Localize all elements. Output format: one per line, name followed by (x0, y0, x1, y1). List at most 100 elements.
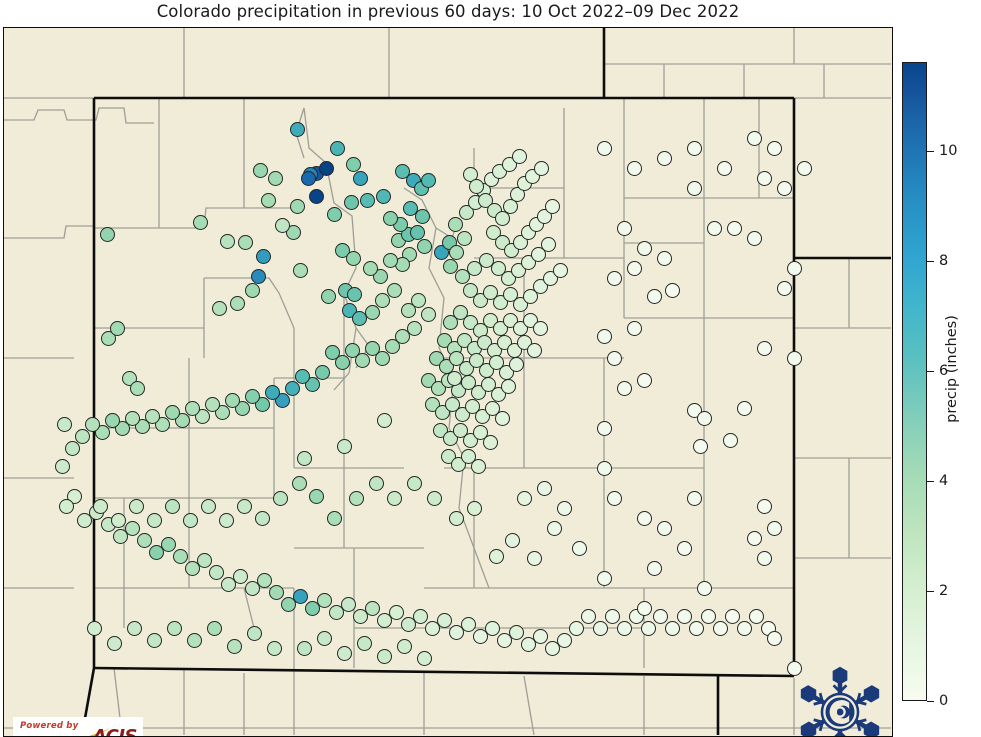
precip-station-marker (352, 170, 368, 186)
precip-station-marker (606, 350, 622, 366)
precip-station-marker (368, 475, 384, 491)
precip-station-marker (124, 520, 140, 536)
precip-station-marker (736, 400, 752, 416)
precip-station-marker (532, 320, 548, 336)
precip-station-marker (480, 376, 496, 392)
precip-station-marker (236, 498, 252, 514)
precip-station-marker (308, 188, 324, 204)
precip-station-marker (716, 160, 732, 176)
precip-station-marker (364, 600, 380, 616)
precip-station-marker (640, 620, 656, 636)
precip-station-marker (712, 620, 728, 636)
precip-station-marker (484, 620, 500, 636)
precip-station-marker (546, 520, 562, 536)
precip-station-marker (442, 314, 458, 330)
precip-station-marker (444, 396, 460, 412)
precip-station-marker (84, 416, 100, 432)
precip-station-marker (192, 214, 208, 230)
precip-station-marker (244, 580, 260, 596)
precip-station-marker (375, 188, 391, 204)
precip-station-marker (460, 616, 476, 632)
precip-station-marker (414, 208, 430, 224)
precip-station-marker (394, 163, 410, 179)
precip-station-marker (346, 286, 362, 302)
precip-station-marker (502, 198, 518, 214)
precip-station-marker (488, 354, 504, 370)
precip-station-marker (226, 638, 242, 654)
precip-station-marker (466, 500, 482, 516)
precip-station-marker (776, 280, 792, 296)
precip-station-marker (676, 608, 692, 624)
precip-station-marker (466, 260, 482, 276)
precip-station-marker (255, 248, 271, 264)
precip-station-marker (616, 620, 632, 636)
precip-station-marker (364, 304, 380, 320)
precip-station-marker (502, 286, 518, 302)
precip-station-marker (494, 210, 510, 226)
precip-station-marker (452, 304, 468, 320)
precip-station-marker (596, 328, 612, 344)
precip-station-marker (536, 480, 552, 496)
precip-station-marker (724, 608, 740, 624)
precip-station-marker (394, 328, 410, 344)
precip-station-marker (636, 510, 652, 526)
precip-station-marker (544, 640, 560, 656)
precip-station-marker (328, 604, 344, 620)
precip-station-marker (112, 528, 128, 544)
precip-station-marker (482, 284, 498, 300)
precip-station-marker (348, 490, 364, 506)
precip-station-marker (516, 490, 532, 506)
precip-station-marker (196, 552, 212, 568)
precip-station-marker (664, 282, 680, 298)
precip-station-marker (522, 288, 538, 304)
precip-station-marker (356, 635, 372, 651)
precip-station-marker (636, 600, 652, 616)
precip-station-marker (218, 512, 234, 528)
precip-station-marker (756, 498, 772, 514)
precip-station-marker (266, 640, 282, 656)
precip-station-marker (274, 217, 290, 233)
precip-station-marker (280, 596, 296, 612)
precip-station-marker (580, 608, 596, 624)
precip-station-marker (533, 160, 549, 176)
precip-station-marker (462, 282, 478, 298)
precip-station-marker (164, 498, 180, 514)
precip-station-marker (766, 140, 782, 156)
precip-station-marker (316, 630, 332, 646)
precip-station-marker (746, 130, 762, 146)
precip-station-marker (448, 624, 464, 640)
precip-station-marker (656, 520, 672, 536)
acis-name-label: ACIS (92, 726, 138, 737)
precip-station-marker (786, 260, 802, 276)
acis-powered-by-label: Powered by (20, 721, 79, 731)
precip-station-marker (54, 458, 70, 474)
precip-station-marker (388, 604, 404, 620)
precip-station-marker (626, 320, 642, 336)
precip-station-marker (696, 580, 712, 596)
precip-station-marker (526, 342, 542, 358)
precip-station-marker (345, 250, 361, 266)
precip-station-marker (448, 350, 464, 366)
precip-station-marker (400, 302, 416, 318)
precip-station-marker (484, 400, 500, 416)
precip-station-marker (144, 408, 160, 424)
precip-station-marker (99, 226, 115, 242)
precip-station-marker (606, 270, 622, 286)
precip-station-marker (746, 530, 762, 546)
precip-station-marker (318, 160, 334, 176)
precip-station-marker (246, 625, 262, 641)
snowflake-logo-icon (800, 666, 880, 736)
precip-station-marker (402, 200, 418, 216)
precip-station-marker (294, 368, 310, 384)
precip-station-marker (354, 352, 370, 368)
precip-station-marker (211, 300, 227, 316)
precip-station-marker (267, 170, 283, 186)
precip-station-marker (244, 282, 260, 298)
precip-station-marker (664, 620, 680, 636)
colorbar-gradient (902, 62, 927, 701)
precip-station-marker (324, 344, 340, 360)
precip-station-marker (220, 576, 236, 592)
precip-station-marker (334, 242, 350, 258)
precip-station-marker (592, 620, 608, 636)
precip-station-marker (468, 178, 484, 194)
